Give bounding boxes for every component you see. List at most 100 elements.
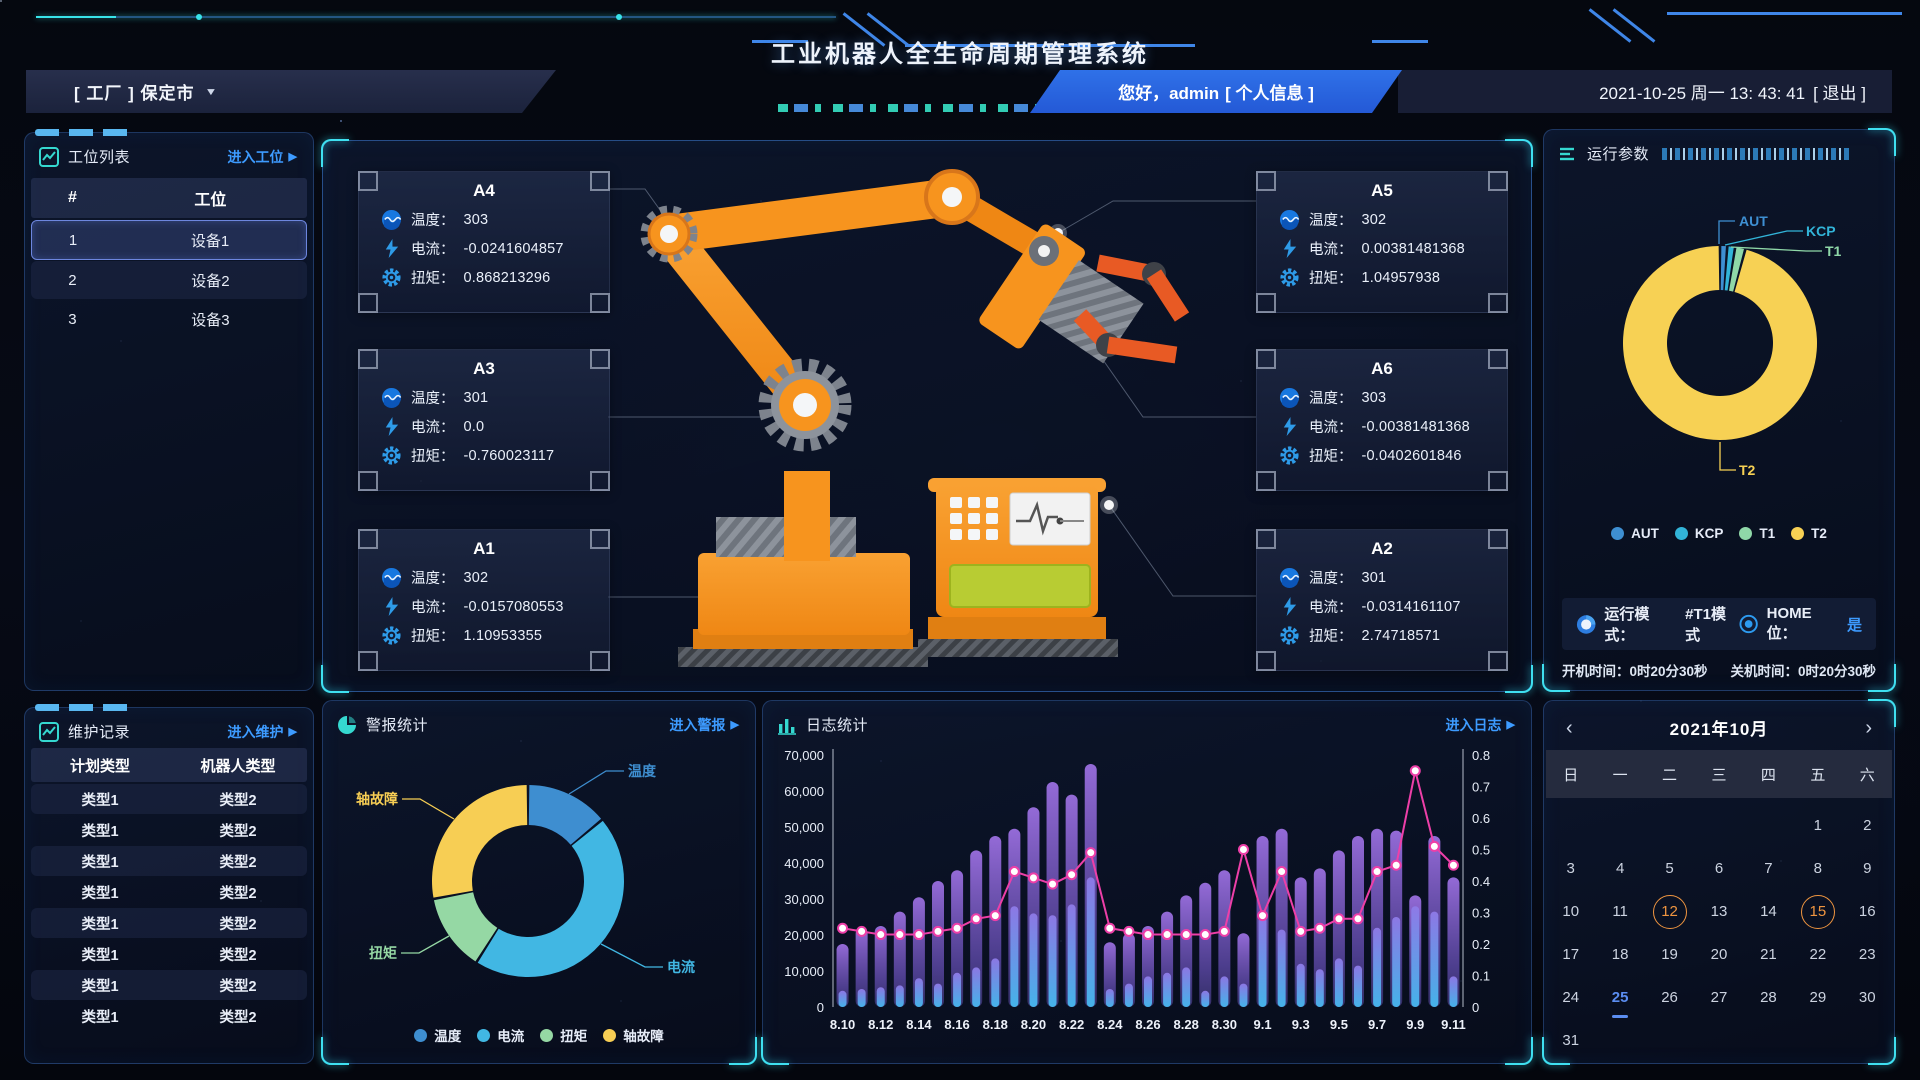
calendar-day-20[interactable]: 20 <box>1694 933 1743 976</box>
calendar-day-23[interactable]: 23 <box>1843 933 1892 976</box>
log-line-point[interactable] <box>1218 925 1230 937</box>
log-line-point[interactable] <box>1066 869 1078 881</box>
maintenance-row[interactable]: 类型1 类型2 <box>81 1009 257 1026</box>
log-line-point[interactable] <box>989 910 1001 922</box>
legend-item-温度[interactable]: 温度 <box>414 1025 461 1045</box>
calendar-day-8[interactable]: 8 <box>1793 847 1842 890</box>
pie-slice-轴故障[interactable] <box>432 785 528 898</box>
log-line-point[interactable] <box>1085 847 1097 859</box>
calendar-day-16[interactable]: 16 <box>1843 890 1892 933</box>
log-line-point[interactable] <box>1008 866 1020 878</box>
station-row[interactable]: 2 设备2 <box>31 261 307 299</box>
calendar-day-26[interactable]: 26 <box>1645 976 1694 1019</box>
calendar-day-19[interactable]: 19 <box>1645 933 1694 976</box>
log-line-point[interactable] <box>932 925 944 937</box>
legend-item-轴故障[interactable]: 轴故障 <box>603 1025 664 1045</box>
log-line-point[interactable] <box>1257 910 1269 922</box>
log-line-point[interactable] <box>1314 922 1326 934</box>
log-line-point[interactable] <box>1333 913 1345 925</box>
log-line-point[interactable] <box>1352 913 1364 925</box>
log-bar-line-chart[interactable]: 0 10,000 20,000 30,000 40,000 50,000 60,000 70,… <box>763 741 1531 1059</box>
log-line-point[interactable] <box>1428 840 1440 852</box>
calendar-day-1[interactable]: 1 <box>1793 804 1842 847</box>
log-line-point[interactable] <box>875 929 887 941</box>
pie-slice-AUT[interactable] <box>1720 246 1726 291</box>
pie-slice-KCP[interactable] <box>1724 246 1734 291</box>
log-line-point[interactable] <box>1161 929 1173 941</box>
pie-slice-电流[interactable] <box>477 820 624 978</box>
pie-slice-T1[interactable] <box>1729 247 1744 292</box>
log-bars[interactable] <box>836 764 1460 1007</box>
calendar-day-2[interactable]: 2 <box>1843 804 1892 847</box>
calendar-day-10[interactable]: 10 <box>1546 890 1595 933</box>
legend-item-AUT[interactable]: AUT <box>1611 526 1659 541</box>
calendar-day-29[interactable]: 29 <box>1793 976 1842 1019</box>
log-line-point[interactable] <box>951 922 963 934</box>
legend-item-T1[interactable]: T1 <box>1739 526 1775 541</box>
log-line-point[interactable] <box>1237 844 1249 855</box>
maintenance-row[interactable]: 类型1 类型2 <box>31 846 307 876</box>
maintenance-row[interactable]: 类型1 类型2 <box>31 908 307 938</box>
maintenance-row[interactable]: 类型1 类型2 <box>31 784 307 814</box>
pie-slice-T2[interactable] <box>1623 246 1817 441</box>
calendar-day-13[interactable]: 13 <box>1694 890 1743 933</box>
run-params-donut-chart[interactable]: AUT KCP T1 T2 <box>1544 174 1894 504</box>
legend-item-KCP[interactable]: KCP <box>1674 526 1723 541</box>
log-line-point[interactable] <box>1047 878 1059 890</box>
log-line-point[interactable] <box>1295 925 1307 937</box>
calendar-day-17[interactable]: 17 <box>1546 933 1595 976</box>
log-line-point[interactable] <box>1371 866 1383 878</box>
maintenance-row[interactable]: 类型1 类型2 <box>81 823 257 840</box>
calendar-day-28[interactable]: 28 <box>1744 976 1793 1019</box>
calendar-day-22[interactable]: 22 <box>1793 933 1842 976</box>
pie-slice-扭矩[interactable] <box>433 892 498 962</box>
calendar-day-5[interactable]: 5 <box>1645 847 1694 890</box>
maintenance-row[interactable]: 类型1 类型2 <box>81 947 257 964</box>
calendar-day-12[interactable]: 12 <box>1645 890 1694 933</box>
log-line-point[interactable] <box>1199 929 1211 941</box>
log-line-point[interactable] <box>1027 872 1039 884</box>
calendar-prev-button[interactable]: ‹ <box>1566 716 1573 739</box>
calendar-day-15[interactable]: 15 <box>1793 890 1842 933</box>
calendar-day-4[interactable]: 4 <box>1595 847 1644 890</box>
log-line-point[interactable] <box>1123 925 1135 937</box>
calendar-day-9[interactable]: 9 <box>1843 847 1892 890</box>
log-line-point[interactable] <box>1142 929 1154 941</box>
enter-station-link[interactable]: 进入工位 ▶ <box>227 148 297 165</box>
legend-item-T2[interactable]: T2 <box>1791 526 1827 541</box>
calendar-day-7[interactable]: 7 <box>1744 847 1793 890</box>
user-greeting-chip[interactable]: 您好，admin [ 个人信息 ] <box>1030 70 1402 113</box>
log-line-point[interactable] <box>1409 765 1421 777</box>
calendar-day-3[interactable]: 3 <box>1546 847 1595 890</box>
calendar-day-6[interactable]: 6 <box>1694 847 1743 890</box>
enter-maintenance-link[interactable]: 进入维护 ▶ <box>227 723 297 740</box>
calendar-day-24[interactable]: 24 <box>1546 976 1595 1019</box>
logout-link[interactable]: [ 退出 ] <box>1813 84 1866 103</box>
log-line-point[interactable] <box>1180 929 1192 941</box>
calendar-day-25[interactable]: 25 <box>1595 976 1644 1019</box>
profile-link[interactable]: [ 个人信息 ] <box>1225 84 1314 103</box>
log-line-point[interactable] <box>894 929 906 941</box>
legend-item-扭矩[interactable]: 扭矩 <box>540 1025 587 1045</box>
log-line-point[interactable] <box>837 922 849 934</box>
station-row[interactable]: 1 设备1 <box>31 220 307 260</box>
factory-selector[interactable]: [ 工厂 ] 保定市 ▼ <box>26 70 556 113</box>
calendar-day-30[interactable]: 30 <box>1843 976 1892 1019</box>
log-line-point[interactable] <box>1390 859 1402 871</box>
calendar-day-11[interactable]: 11 <box>1595 890 1644 933</box>
enter-alarm-link[interactable]: 进入警报 ▶ <box>669 716 739 733</box>
log-line-point[interactable] <box>856 925 868 937</box>
pie-slice-温度[interactable] <box>528 785 602 845</box>
log-line-point[interactable] <box>1104 922 1116 934</box>
calendar-day-27[interactable]: 27 <box>1694 976 1743 1019</box>
calendar-day-21[interactable]: 21 <box>1744 933 1793 976</box>
legend-item-电流[interactable]: 电流 <box>477 1025 524 1045</box>
maintenance-row[interactable]: 类型1 类型2 <box>81 885 257 902</box>
calendar-day-18[interactable]: 18 <box>1595 933 1644 976</box>
log-line-point[interactable] <box>970 913 982 925</box>
enter-log-link[interactable]: 进入日志 ▶ <box>1445 716 1515 733</box>
station-row[interactable]: 3 设备3 <box>68 310 230 329</box>
maintenance-row[interactable]: 类型1 类型2 <box>31 970 307 1000</box>
calendar-day-31[interactable]: 31 <box>1546 1019 1595 1062</box>
